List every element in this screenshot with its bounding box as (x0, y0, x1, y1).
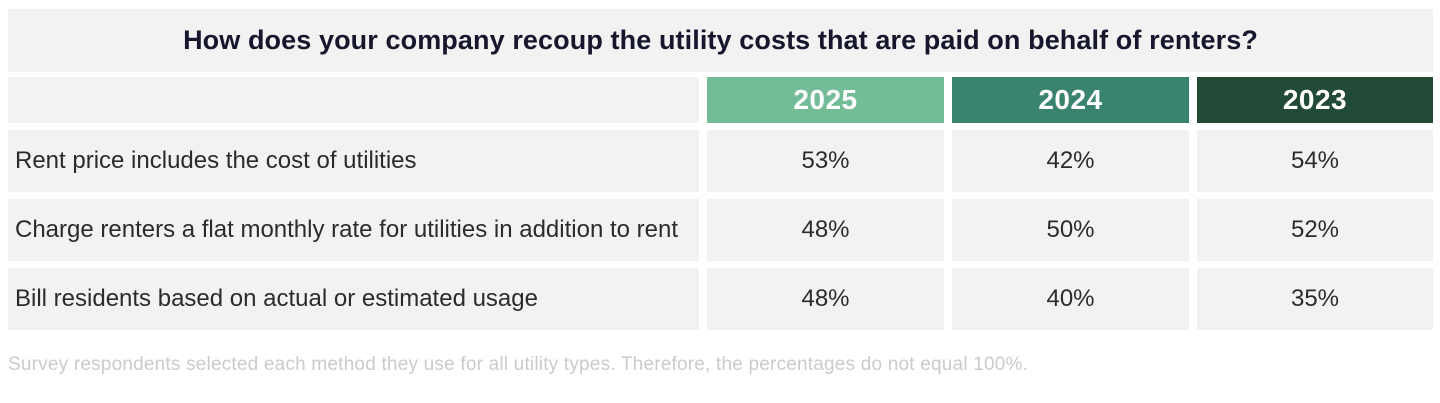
value-cell-1-2023: 52% (1197, 199, 1433, 261)
chart-title: How does your company recoup the utility… (183, 25, 1258, 55)
survey-table: 2025 2024 2023 Rent price includes the cost… (8, 77, 1433, 330)
chart-title-block: How does your company recoup the utility… (8, 9, 1433, 72)
year-header-2025: 2025 (707, 77, 944, 123)
row-label-0: Rent price includes the cost of utilitie… (8, 130, 699, 192)
value-cell-0-2025: 53% (707, 130, 944, 192)
year-header-2024: 2024 (952, 77, 1189, 123)
year-header-2023: 2023 (1197, 77, 1433, 123)
value-cell-2-2024: 40% (952, 268, 1189, 330)
value-cell-0-2024: 42% (952, 130, 1189, 192)
value-cell-2-2025: 48% (707, 268, 944, 330)
row-label-1: Charge renters a flat monthly rate for u… (8, 199, 699, 261)
value-cell-1-2024: 50% (952, 199, 1189, 261)
value-cell-2-2023: 35% (1197, 268, 1433, 330)
value-cell-1-2025: 48% (707, 199, 944, 261)
footnote: Survey respondents selected each method … (8, 354, 1029, 375)
value-cell-0-2023: 54% (1197, 130, 1433, 192)
header-corner-cell (8, 77, 699, 123)
row-label-2: Bill residents based on actual or estima… (8, 268, 699, 330)
